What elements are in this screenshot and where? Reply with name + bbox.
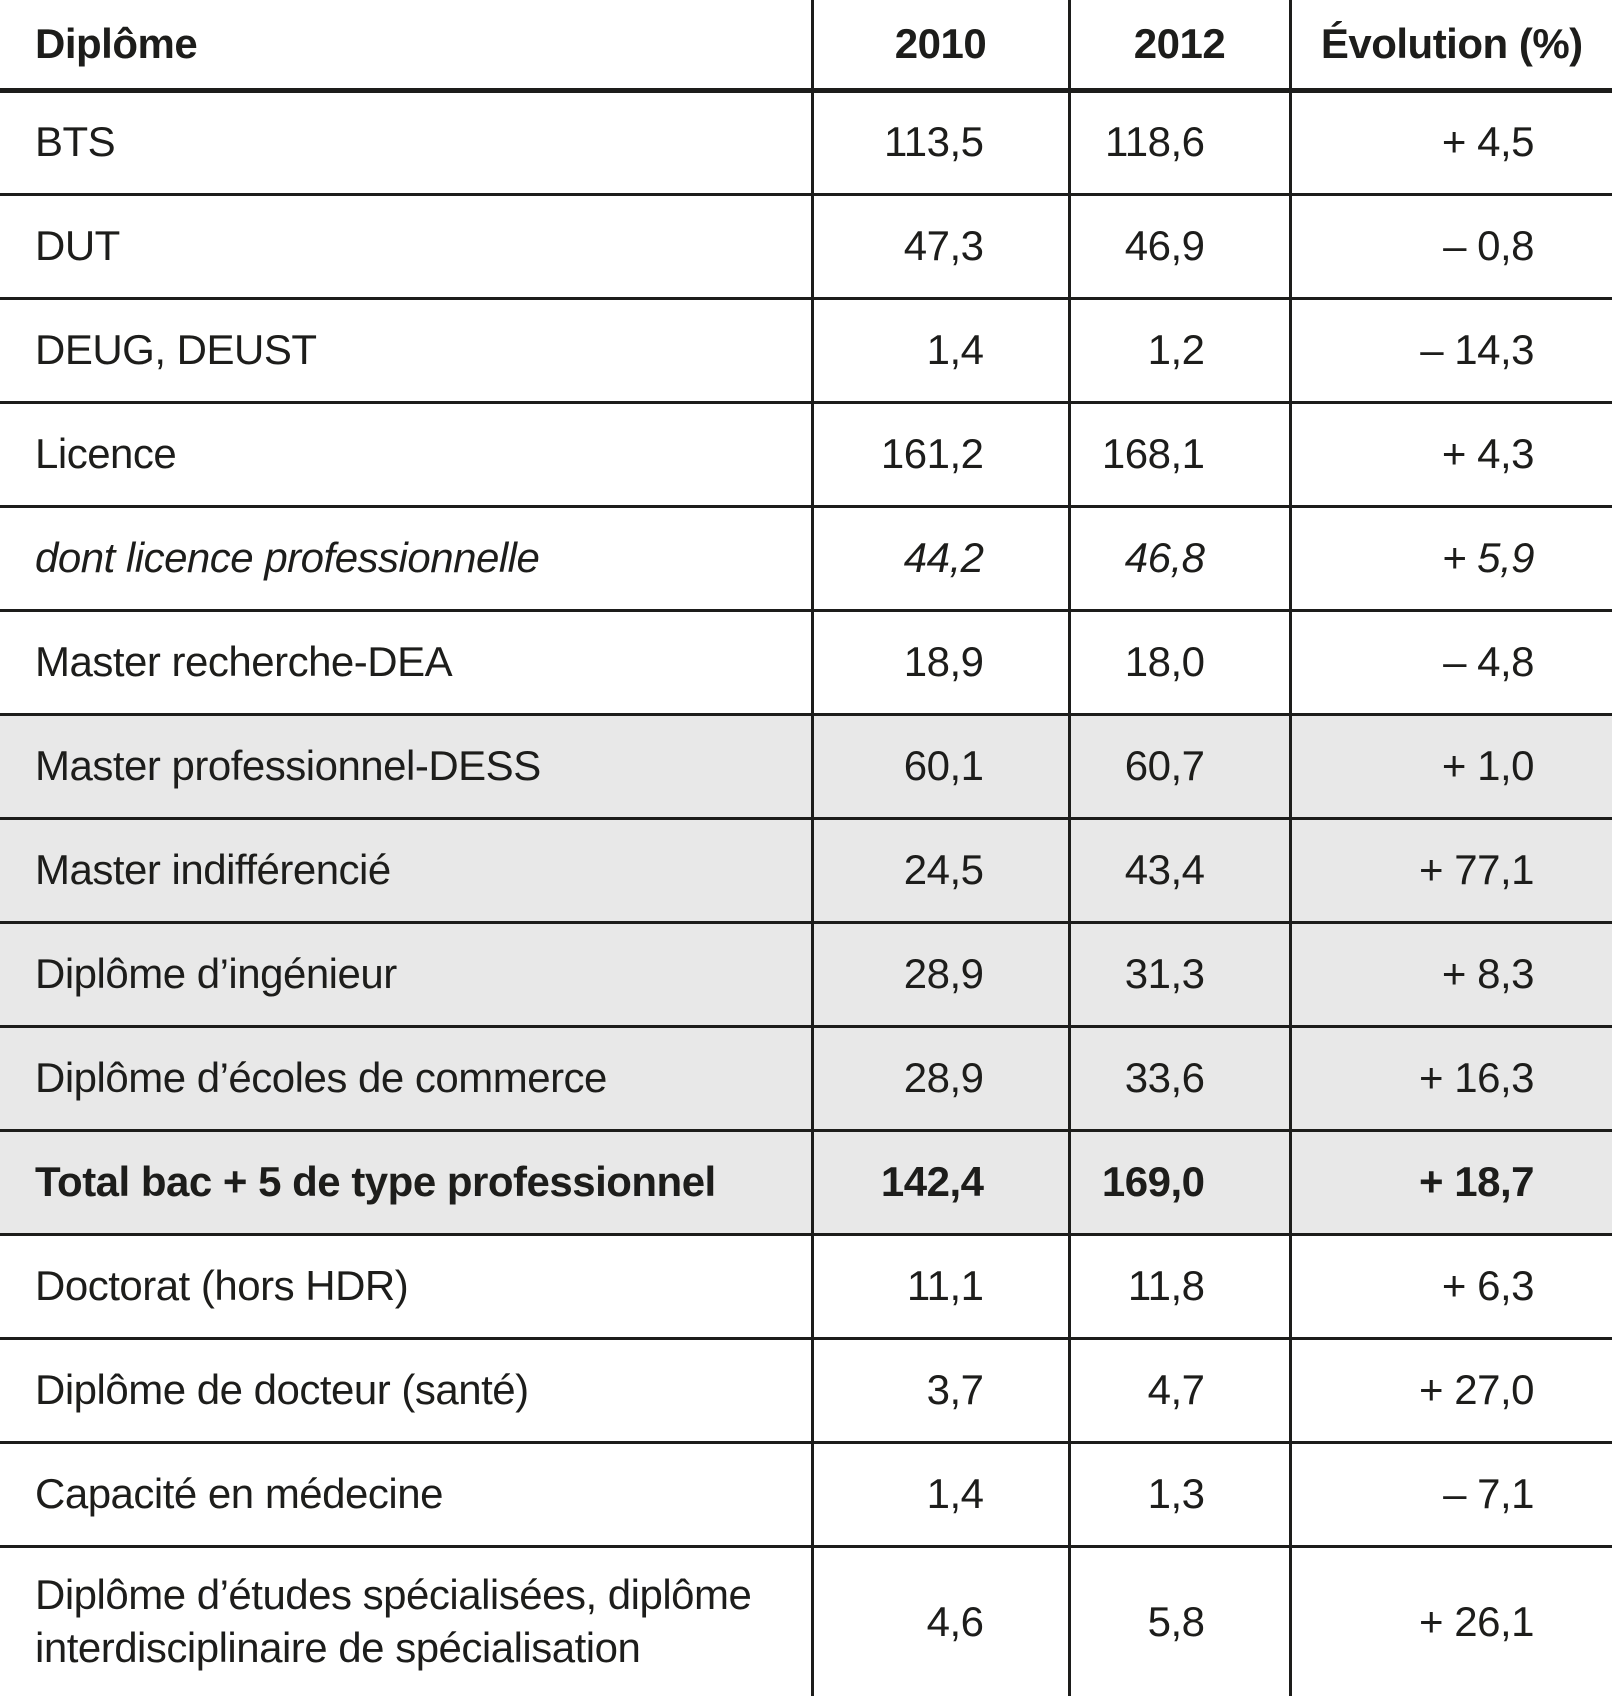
value-2010: 44,2 bbox=[810, 504, 1069, 610]
value-2012: 118,6 bbox=[1067, 88, 1290, 194]
value-evolution: + 1,0 bbox=[1288, 712, 1612, 818]
table-row-master-professionnel-dess: Master professionnel-DESS 60,1 60,7 + 1,… bbox=[0, 712, 1612, 818]
row-label: Capacité en médecine bbox=[0, 1440, 812, 1546]
value-evolution: – 14,3 bbox=[1288, 296, 1612, 402]
value-2012: 169,0 bbox=[1067, 1128, 1290, 1234]
table-row-diplome-ingenieur: Diplôme d’ingénieur 28,9 31,3 + 8,3 bbox=[0, 920, 1612, 1026]
row-label: Diplôme de docteur (santé) bbox=[0, 1336, 812, 1442]
value-evolution: – 7,1 bbox=[1288, 1440, 1612, 1546]
value-2012: 18,0 bbox=[1067, 608, 1290, 714]
table-row-diplome-docteur-sante: Diplôme de docteur (santé) 3,7 4,7 + 27,… bbox=[0, 1336, 1612, 1442]
value-2012: 43,4 bbox=[1067, 816, 1290, 922]
value-evolution: + 5,9 bbox=[1288, 504, 1612, 610]
table-row-dut: DUT 47,3 46,9 – 0,8 bbox=[0, 192, 1612, 298]
table-row-doctorat: Doctorat (hors HDR) 11,1 11,8 + 6,3 bbox=[0, 1232, 1612, 1338]
col-header-diplome: Diplôme bbox=[0, 0, 812, 93]
row-label: Diplôme d’écoles de commerce bbox=[0, 1024, 812, 1130]
row-label: dont licence professionnelle bbox=[0, 504, 812, 610]
value-2012: 31,3 bbox=[1067, 920, 1290, 1026]
value-2010: 1,4 bbox=[810, 296, 1069, 402]
value-2010: 60,1 bbox=[810, 712, 1069, 818]
value-2012: 33,6 bbox=[1067, 1024, 1290, 1130]
value-2010: 113,5 bbox=[810, 88, 1069, 194]
row-label: Master professionnel-DESS bbox=[0, 712, 812, 818]
value-2010: 142,4 bbox=[810, 1128, 1069, 1234]
table-row-master-recherche-dea: Master recherche-DEA 18,9 18,0 – 4,8 bbox=[0, 608, 1612, 714]
col-header-2010: 2010 bbox=[810, 0, 1069, 93]
value-2012: 168,1 bbox=[1067, 400, 1290, 506]
value-2010: 1,4 bbox=[810, 1440, 1069, 1546]
value-2012: 60,7 bbox=[1067, 712, 1290, 818]
table-row-diplome-ecoles-commerce: Diplôme d’écoles de commerce 28,9 33,6 +… bbox=[0, 1024, 1612, 1130]
value-2012: 5,8 bbox=[1067, 1544, 1290, 1696]
value-2010: 28,9 bbox=[810, 1024, 1069, 1130]
value-2010: 28,9 bbox=[810, 920, 1069, 1026]
row-label: Diplôme d’ingénieur bbox=[0, 920, 812, 1026]
row-label: Master indifférencié bbox=[0, 816, 812, 922]
value-2012: 1,2 bbox=[1067, 296, 1290, 402]
value-2012: 11,8 bbox=[1067, 1232, 1290, 1338]
value-2010: 3,7 bbox=[810, 1336, 1069, 1442]
value-2010: 47,3 bbox=[810, 192, 1069, 298]
table-row-capacite-medecine: Capacité en médecine 1,4 1,3 – 7,1 bbox=[0, 1440, 1612, 1546]
value-evolution: + 6,3 bbox=[1288, 1232, 1612, 1338]
row-label: Master recherche-DEA bbox=[0, 608, 812, 714]
value-2012: 46,8 bbox=[1067, 504, 1290, 610]
table-row-total-bac5-professionnel: Total bac + 5 de type professionnel 142,… bbox=[0, 1128, 1612, 1234]
table-row-diplome-etudes-specialisees: Diplôme d’études spécialisées, diplôme i… bbox=[0, 1544, 1612, 1696]
col-header-evolution: Évolution (%) bbox=[1288, 0, 1612, 93]
value-2010: 4,6 bbox=[810, 1544, 1069, 1696]
value-evolution: + 4,3 bbox=[1288, 400, 1612, 506]
value-2010: 18,9 bbox=[810, 608, 1069, 714]
row-label: DEUG, DEUST bbox=[0, 296, 812, 402]
value-2010: 161,2 bbox=[810, 400, 1069, 506]
table-row-deug-deust: DEUG, DEUST 1,4 1,2 – 14,3 bbox=[0, 296, 1612, 402]
value-evolution: + 27,0 bbox=[1288, 1336, 1612, 1442]
row-label: Diplôme d’études spécialisées, diplôme i… bbox=[0, 1544, 812, 1696]
table-row-licence-professionnelle: dont licence professionnelle 44,2 46,8 +… bbox=[0, 504, 1612, 610]
row-label: Total bac + 5 de type professionnel bbox=[0, 1128, 812, 1234]
table-row-bts: BTS 113,5 118,6 + 4,5 bbox=[0, 88, 1612, 194]
table-row-master-indifferencie: Master indifférencié 24,5 43,4 + 77,1 bbox=[0, 816, 1612, 922]
value-evolution: + 77,1 bbox=[1288, 816, 1612, 922]
row-label: Licence bbox=[0, 400, 812, 506]
value-2012: 4,7 bbox=[1067, 1336, 1290, 1442]
value-2010: 11,1 bbox=[810, 1232, 1069, 1338]
col-header-2012: 2012 bbox=[1067, 0, 1290, 93]
value-2012: 1,3 bbox=[1067, 1440, 1290, 1546]
table-row-licence: Licence 161,2 168,1 + 4,3 bbox=[0, 400, 1612, 506]
value-evolution: + 16,3 bbox=[1288, 1024, 1612, 1130]
value-2012: 46,9 bbox=[1067, 192, 1290, 298]
value-2010: 24,5 bbox=[810, 816, 1069, 922]
value-evolution: + 8,3 bbox=[1288, 920, 1612, 1026]
value-evolution: + 26,1 bbox=[1288, 1544, 1612, 1696]
row-label: DUT bbox=[0, 192, 812, 298]
value-evolution: + 4,5 bbox=[1288, 88, 1612, 194]
value-evolution: + 18,7 bbox=[1288, 1128, 1612, 1234]
row-label: Doctorat (hors HDR) bbox=[0, 1232, 812, 1338]
row-label: BTS bbox=[0, 88, 812, 194]
header-row: Diplôme 2010 2012 Évolution (%) bbox=[0, 0, 1612, 93]
value-evolution: – 4,8 bbox=[1288, 608, 1612, 714]
value-evolution: – 0,8 bbox=[1288, 192, 1612, 298]
